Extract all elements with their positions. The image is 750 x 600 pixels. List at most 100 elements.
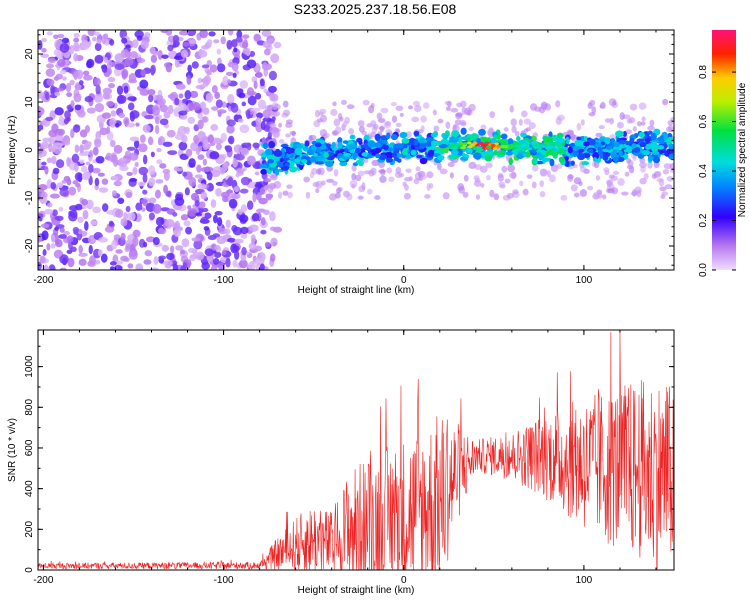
heatmap-cell (213, 39, 220, 44)
heatmap-cell (260, 120, 266, 131)
heatmap-cell (247, 91, 257, 96)
heatmap-cell (363, 157, 369, 163)
heatmap-cell (228, 198, 238, 209)
heatmap-cell (152, 50, 160, 56)
heatmap-cell (420, 125, 425, 132)
heatmap-cell (68, 186, 77, 196)
heatmap-cell (142, 199, 148, 207)
heatmap-cell (227, 93, 235, 104)
heatmap-cell (98, 236, 109, 243)
heatmap-cell (577, 152, 586, 161)
heatmap-cell (531, 181, 537, 189)
heatmap-cell (253, 33, 261, 42)
heatmap-cell (216, 63, 226, 73)
heatmap-cell (38, 261, 42, 270)
heatmap-cell (154, 116, 160, 125)
heatmap-cell (667, 125, 674, 133)
heatmap-cell (664, 184, 673, 190)
heatmap-cell (567, 146, 573, 154)
heatmap-cell (46, 63, 54, 69)
heatmap-cell (255, 92, 262, 100)
heatmap-cell (225, 219, 231, 229)
heatmap-cell (44, 91, 50, 101)
heatmap-cell (333, 168, 339, 177)
heatmap-cell (73, 37, 80, 43)
heatmap-cell (239, 214, 249, 223)
heatmap-cell (120, 218, 128, 227)
heatmap-cell (311, 167, 318, 175)
heatmap-cell (86, 60, 93, 69)
heatmap-cell (197, 183, 207, 190)
heatmap-cell (268, 85, 277, 93)
heatmap-cell (612, 170, 620, 176)
heatmap-cell (500, 133, 508, 140)
heatmap-cell (222, 75, 229, 86)
heatmap-cell (555, 100, 561, 108)
heatmap-cell (304, 140, 310, 147)
heatmap-cell (195, 84, 206, 90)
heatmap-cell (148, 94, 154, 103)
heatmap-cell (203, 212, 212, 219)
heatmap-cell (331, 141, 336, 148)
heatmap-cell (200, 167, 210, 173)
heatmap-cell (284, 162, 290, 167)
heatmap-cell (127, 263, 134, 269)
heatmap-cell (189, 90, 199, 99)
heatmap-cell (402, 148, 408, 156)
heatmap-cell (225, 257, 231, 268)
heatmap-cell (220, 191, 230, 198)
heatmap-cell (598, 125, 605, 130)
heatmap-cell (125, 44, 131, 49)
heatmap-cell (627, 159, 634, 167)
heatmap-cell (355, 174, 362, 182)
heatmap-cell (450, 135, 459, 143)
heatmap-cell (606, 145, 612, 150)
heatmap-cell (602, 155, 609, 161)
heatmap-cell (132, 166, 138, 175)
heatmap-cell (260, 217, 266, 226)
heatmap-cell (39, 255, 46, 264)
heatmap-cell (199, 101, 207, 109)
heatmap-cell (202, 140, 209, 151)
y-tick-label: 800 (24, 399, 35, 416)
heatmap-cell (484, 147, 490, 151)
heatmap-cell (187, 247, 196, 254)
heatmap-cell (225, 178, 233, 186)
heatmap-cell (390, 134, 398, 141)
heatmap-cell (59, 115, 64, 123)
x-tick-label: -100 (214, 575, 234, 586)
heatmap-cell (644, 143, 652, 150)
heatmap-cell (188, 158, 196, 168)
heatmap-cell (59, 254, 69, 265)
heatmap-cell (457, 183, 465, 191)
heatmap-cell (232, 245, 240, 253)
heatmap-cell (41, 161, 47, 166)
heatmap-cell (494, 142, 500, 146)
heatmap-cell (455, 112, 463, 120)
heatmap-cell (641, 116, 646, 122)
heatmap-cell (316, 168, 322, 175)
heatmap-cell (144, 114, 154, 120)
heatmap-cell (226, 124, 235, 134)
heatmap-cell (196, 164, 202, 173)
heatmap-cell (255, 117, 262, 126)
heatmap-cell (247, 142, 252, 151)
heatmap-cell (226, 39, 233, 50)
heatmap-cell (106, 100, 114, 107)
heatmap-cell (156, 159, 163, 165)
heatmap-cell (611, 187, 619, 195)
heatmap-cell (160, 104, 169, 113)
heatmap-cell (241, 41, 249, 49)
heatmap-cell (542, 157, 549, 163)
heatmap-cell (227, 79, 232, 84)
heatmap-cell (565, 136, 570, 145)
heatmap-cell (214, 211, 223, 216)
heatmap-cell (387, 147, 394, 152)
heatmap-cell (125, 243, 131, 251)
heatmap-cell (81, 165, 88, 173)
heatmap-cell (54, 215, 64, 221)
heatmap-cell (668, 153, 674, 160)
heatmap-cell (46, 157, 53, 164)
heatmap-cell (380, 107, 389, 114)
heatmap-cell (647, 125, 655, 131)
